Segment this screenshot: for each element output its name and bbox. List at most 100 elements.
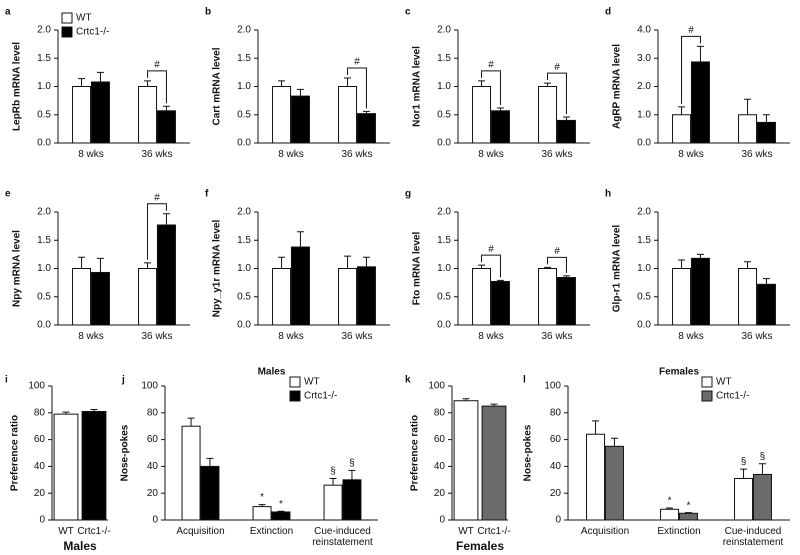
bar	[490, 280, 510, 326]
legend-swatch	[701, 376, 713, 388]
x-tick-label: WT	[58, 526, 74, 537]
error-bar	[329, 477, 337, 486]
significance-label: §	[760, 451, 766, 462]
y-tick-label: 0.5	[237, 291, 251, 302]
error-bar	[496, 279, 504, 282]
bar	[90, 271, 110, 326]
bar	[356, 113, 376, 144]
bar	[156, 110, 176, 144]
y-tick-label: 0.0	[237, 320, 251, 331]
x-tick-label: Cue-induced reinstatement	[312, 526, 373, 548]
y-tick-label: 2.0	[37, 207, 51, 218]
bar	[181, 425, 201, 521]
error-bar	[744, 98, 752, 115]
x-tick-label: 8 wks	[678, 149, 704, 160]
y-tick-label: 1.0	[237, 263, 251, 274]
significance-label: §	[349, 458, 355, 469]
y-tick-label: 60	[147, 434, 159, 445]
bar	[338, 86, 358, 144]
y-tick-label: 0.5	[437, 291, 451, 302]
y-tick-label: 40	[34, 461, 46, 472]
error-bar	[96, 257, 104, 273]
legend-swatch	[61, 26, 73, 38]
bar	[90, 81, 110, 144]
panel-title: Males	[258, 367, 286, 378]
y-tick-label: 100	[544, 381, 561, 392]
bar	[586, 433, 606, 521]
y-tick-label: 0.0	[637, 320, 651, 331]
y-tick-label: 0.0	[637, 138, 651, 149]
x-tick-label: 36 wks	[541, 149, 573, 160]
error-bar	[78, 78, 86, 87]
bar	[734, 477, 754, 521]
legend-label: Crtc1-/-	[716, 391, 749, 402]
bar	[156, 224, 176, 326]
bar	[472, 86, 492, 144]
y-tick-label: 1.0	[237, 81, 251, 92]
error-bar	[187, 417, 195, 427]
y-tick-label: 1.5	[237, 53, 251, 64]
error-bar	[744, 261, 752, 269]
significance-label: §	[741, 457, 747, 468]
legend-swatch	[701, 390, 713, 402]
panel-letter: a	[5, 7, 11, 18]
y-tick-label: 0	[555, 515, 561, 526]
x-tick-label: Cue-induced reinstatement	[722, 526, 784, 548]
panel-letter: h	[605, 189, 611, 200]
bar	[338, 268, 358, 326]
significance-label: §	[330, 466, 336, 477]
error-bar	[462, 398, 470, 401]
error-bar	[762, 114, 770, 123]
x-tick-label: 8 wks	[278, 149, 304, 160]
bar	[756, 283, 776, 326]
error-bar	[740, 468, 748, 479]
y-tick-label: 1.5	[637, 235, 651, 246]
y-tick-label: 1.0	[437, 263, 451, 274]
x-tick-label: 8 wks	[78, 331, 104, 342]
panel-letter: c	[405, 7, 411, 18]
panel-letter: d	[605, 7, 611, 18]
y-tick-label: 80	[550, 407, 562, 418]
x-tick-label: 36 wks	[141, 331, 173, 342]
y-tick-label: 40	[147, 461, 159, 472]
y-axis-label: LepRb mRNA level	[12, 42, 23, 131]
bar	[200, 465, 220, 521]
bar	[272, 86, 292, 144]
y-tick-label: 0	[39, 515, 45, 526]
error-bar	[496, 107, 504, 111]
significance-label: *	[260, 492, 264, 503]
y-tick-label: 20	[550, 488, 562, 499]
bar	[323, 484, 343, 521]
y-axis-label: Cart mRNA level	[212, 47, 223, 125]
bar	[538, 86, 558, 144]
legend-label: WT	[76, 13, 92, 24]
error-bar	[344, 77, 352, 87]
bar	[690, 61, 710, 144]
x-tick-label: Crtc1-/-	[77, 526, 111, 537]
error-bar	[277, 510, 285, 512]
bar	[481, 405, 507, 521]
y-tick-label: 1.5	[437, 53, 451, 64]
bar	[556, 119, 576, 144]
bar	[252, 506, 272, 521]
panel-letter: j	[121, 375, 125, 386]
error-bar	[296, 88, 304, 97]
error-bar	[562, 275, 570, 278]
y-tick-label: 0.5	[637, 291, 651, 302]
bar	[53, 413, 79, 521]
legend-swatch	[289, 390, 301, 402]
panel-letter: k	[405, 375, 411, 386]
bar	[72, 268, 92, 326]
legend-label: Crtc1-/-	[304, 391, 337, 402]
bar	[72, 86, 92, 144]
y-tick-label: 0.0	[37, 138, 51, 149]
y-axis-label: Npy_y1r mRNA level	[212, 220, 223, 318]
y-tick-label: 0.0	[437, 138, 451, 149]
panel-letter: b	[205, 7, 211, 18]
y-tick-label: 1.0	[37, 81, 51, 92]
x-tick-label: 8 wks	[478, 149, 504, 160]
error-bar	[144, 262, 152, 269]
y-tick-label: 0.5	[37, 291, 51, 302]
y-tick-label: 1.5	[37, 53, 51, 64]
